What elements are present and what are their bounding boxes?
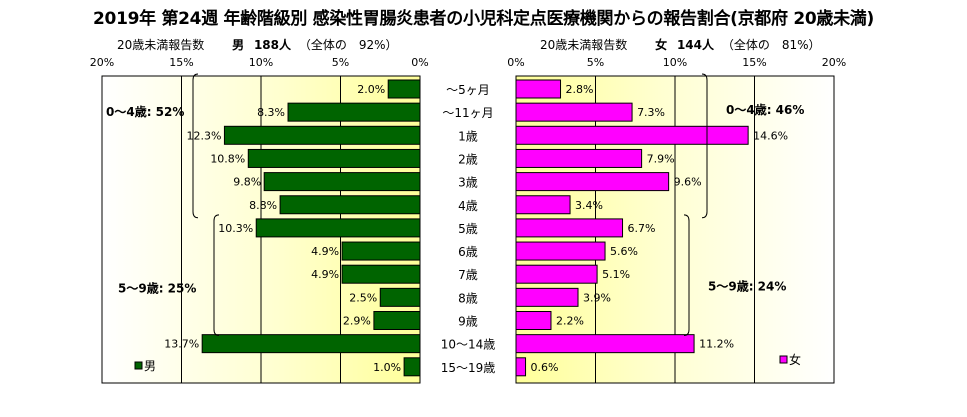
female-data-label: 6.7% [628,222,656,235]
male-data-label: 2.5% [349,291,377,304]
male-header-count: 188人 [253,38,292,52]
female-bar [515,287,579,307]
female-tick-label: 0% [507,56,524,69]
category-label: 5歳 [458,222,478,236]
female-bar [515,125,749,145]
male-bar [379,287,421,307]
male-header-share: （全体の 92%） [298,38,398,52]
male-bar [263,172,421,192]
male-bar [223,125,421,145]
female-data-label: 7.3% [637,106,665,119]
female-0-4-annotation: 0～4歳: 46% [726,102,804,117]
female-bar [515,195,571,215]
male-bar [341,264,421,284]
male-tick-label: 20% [90,56,114,69]
male-legend-label: 男 [144,359,156,373]
male-header-caption: 20歳未満報告数 [117,38,205,52]
female-bar [515,264,598,284]
male-tick-label: 0% [411,56,428,69]
female-data-label: 2.8% [566,83,594,96]
female-5-9-bracket [683,214,690,336]
male-bar [247,148,421,168]
female-data-label: 5.1% [602,268,630,281]
male-bar [403,357,421,377]
category-label: ～11ヶ月 [442,106,493,120]
female-bar [515,357,527,377]
female-legend-swatch [779,355,788,364]
male-data-label: 2.9% [343,315,371,328]
female-bar [515,102,633,122]
male-bar [373,311,421,330]
male-bar [201,334,421,354]
category-label: 1歳 [458,129,478,143]
male-data-label: 1.0% [373,361,401,374]
male-data-label: 9.8% [233,176,261,189]
female-header: 20歳未満報告数 女 144人 （全体の 81%） [540,36,821,53]
female-tick-label: 20% [822,56,846,69]
female-data-label: 5.6% [610,245,638,258]
female-data-label: 3.9% [583,291,611,304]
female-0-4-bracket [701,73,708,219]
category-label: 15～19歳 [441,361,496,375]
male-data-label: 4.9% [311,268,339,281]
female-data-label: 14.6% [753,129,788,142]
category-label: 3歳 [458,176,478,190]
category-label: 10～14歳 [441,338,496,352]
category-label: 4歳 [458,199,478,213]
female-header-sex: 女 [655,38,668,52]
male-bar [341,241,421,261]
male-5-9-bracket [213,214,220,336]
male-data-label: 10.8% [210,152,245,165]
female-bar [515,148,643,168]
male-0-4-annotation: 0～4歳: 52% [106,104,184,119]
male-bar [279,195,421,215]
female-bar [515,311,552,330]
female-data-label: 0.6% [531,361,559,374]
male-tick-label: 10% [249,56,273,69]
male-data-label: 10.3% [218,222,253,235]
female-data-label: 7.9% [647,152,675,165]
female-5-9-annotation: 5～9歳: 24% [708,278,786,293]
female-tick-label: 5% [587,56,604,69]
female-bar [515,79,562,99]
male-bar [287,102,421,122]
female-header-count: 144人 [676,38,715,52]
male-data-label: 8.3% [257,106,285,119]
male-tick-label: 15% [169,56,193,69]
female-tick-label: 10% [663,56,687,69]
category-label: 8歳 [458,291,478,305]
male-legend-swatch [134,361,143,370]
male-data-label: 12.3% [186,129,221,142]
female-header-caption: 20歳未満報告数 [540,38,628,52]
female-data-label: 3.4% [575,199,603,212]
male-data-label: 8.8% [249,199,277,212]
male-data-label: 2.0% [357,83,385,96]
female-legend-label: 女 [789,352,801,367]
female-bar [515,241,606,261]
female-header-share: （全体の 81%） [721,38,821,52]
category-label: 7歳 [458,268,478,282]
male-5-9-annotation: 5～9歳: 25% [118,280,196,295]
male-bar [255,218,421,238]
category-label: 9歳 [458,315,478,329]
female-bar [515,334,695,354]
category-label: ～5ヶ月 [446,83,490,97]
category-label: 2歳 [458,152,478,166]
male-0-4-bracket [192,73,199,219]
female-data-label: 2.2% [556,315,584,328]
male-header: 20歳未満報告数 男 188人 （全体の 92%） [117,36,398,53]
female-data-label: 11.2% [699,338,734,351]
female-tick-label: 15% [742,56,766,69]
category-label: 6歳 [458,245,478,259]
chart-title: 2019年 第24週 年齢階級別 感染性胃腸炎患者の小児科定点医療機関からの報告… [93,9,874,29]
male-data-label: 13.7% [164,338,199,351]
male-header-sex: 男 [232,38,245,52]
male-bar [387,79,421,99]
male-data-label: 4.9% [311,245,339,258]
female-bar [515,218,624,238]
female-bar [515,172,670,192]
female-data-label: 9.6% [674,176,702,189]
male-tick-label: 5% [332,56,349,69]
